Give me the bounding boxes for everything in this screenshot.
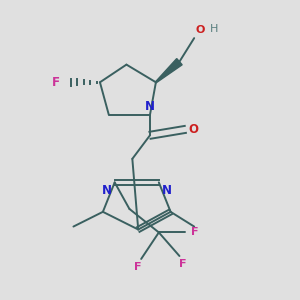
Text: N: N: [162, 184, 172, 197]
Text: N: N: [145, 100, 155, 113]
Text: F: F: [191, 227, 199, 237]
Text: F: F: [52, 76, 60, 89]
Text: F: F: [134, 262, 142, 272]
Text: N: N: [102, 184, 112, 197]
Polygon shape: [155, 58, 182, 83]
Text: O: O: [196, 25, 205, 35]
Text: O: O: [188, 123, 198, 136]
Text: F: F: [178, 259, 186, 269]
Text: H: H: [210, 24, 219, 34]
